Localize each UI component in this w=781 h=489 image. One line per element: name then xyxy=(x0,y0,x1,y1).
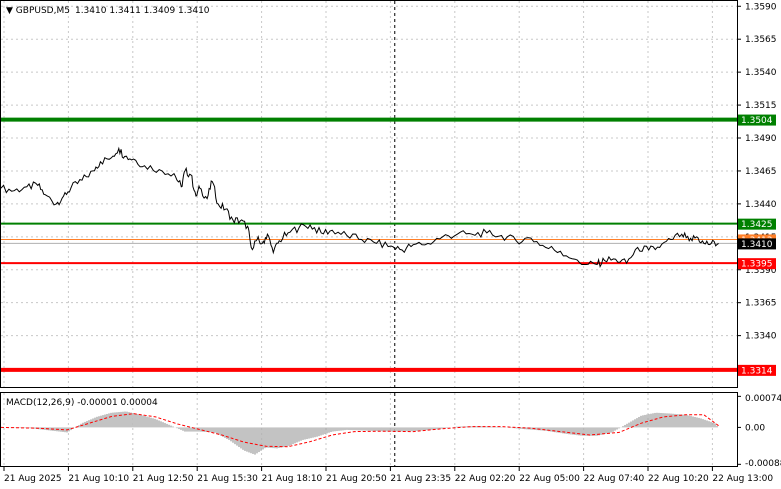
y-tick-label: 1.3565 xyxy=(745,35,777,45)
price-line xyxy=(0,146,719,269)
price-series xyxy=(0,146,719,269)
macd-y-tick-label: 0.00074 xyxy=(745,394,781,404)
macd-y-tick-label: -0.00088 xyxy=(745,459,781,469)
x-tick-label: 21 Aug 12:50 xyxy=(133,474,194,484)
ohlc-label: 1.3410 1.3411 1.3409 1.3410 xyxy=(75,6,210,16)
x-tick-label: 21 Aug 23:35 xyxy=(390,474,451,484)
level-label-box xyxy=(738,364,776,376)
x-tick-label: 21 Aug 20:50 xyxy=(326,474,387,484)
level-label-box xyxy=(738,218,776,230)
level-label: 1.3314 xyxy=(741,366,773,376)
y-tick-label: 1.3365 xyxy=(745,299,777,309)
level-label: 1.3425 xyxy=(741,220,773,230)
y-tick-label: 1.3390 xyxy=(745,266,777,276)
x-tick-label: 21 Aug 18:10 xyxy=(262,474,323,484)
x-tick-label: 22 Aug 05:00 xyxy=(519,474,580,484)
macd-y-tick-label: 0.00 xyxy=(745,423,765,433)
x-tick-label: 21 Aug 15:30 xyxy=(197,474,258,484)
level-label-box xyxy=(738,114,776,126)
triangle-icon: ▼ xyxy=(6,6,16,16)
level-label: 1.3504 xyxy=(741,116,773,126)
y-tick-label: 1.3490 xyxy=(745,134,777,144)
price-axis: 1.3590 1.3565 1.3540 1.3515 1.3490 1.3465 1.34… xyxy=(737,2,777,342)
level-label-box xyxy=(738,258,776,270)
level-label: 1.3395 xyxy=(741,260,773,270)
x-tick-label: 22 Aug 07:40 xyxy=(584,474,645,484)
y-tick-label: 1.3465 xyxy=(745,167,777,177)
level-label-box xyxy=(738,238,776,250)
chart-title: ▼ GBPUSD,M5 1.3410 1.3411 1.3409 1.3410 xyxy=(6,6,210,16)
x-tick-label: 22 Aug 02:20 xyxy=(455,474,516,484)
macd-axis: 0.00074 0.00 -0.00088 xyxy=(737,394,781,469)
x-tick-label: 21 Aug 2025 xyxy=(4,474,62,484)
y-tick-label: 1.3540 xyxy=(745,68,777,78)
x-tick-label: 22 Aug 13:00 xyxy=(712,474,773,484)
y-tick-label: 1.3340 xyxy=(745,332,777,342)
price-grid xyxy=(1,1,737,387)
x-tick-label: 22 Aug 10:20 xyxy=(648,474,709,484)
y-tick-label: 1.3515 xyxy=(745,101,777,111)
price-panel-frame xyxy=(0,0,738,388)
y-tick-label: 1.3590 xyxy=(745,2,777,12)
x-tick-label: 21 Aug 10:10 xyxy=(68,474,129,484)
symbol-label: GBPUSD,M5 xyxy=(16,6,70,16)
level-label: 1.3410 xyxy=(741,240,773,250)
time-axis: 21 Aug 2025 21 Aug 10:10 21 Aug 12:50 21 Au… xyxy=(3,466,773,484)
y-tick-label: 1.3440 xyxy=(745,200,777,210)
macd-signal xyxy=(0,413,719,448)
signal-line xyxy=(0,413,719,448)
macd-title: MACD(12,26,9) -0.00001 0.00004 xyxy=(6,398,158,408)
